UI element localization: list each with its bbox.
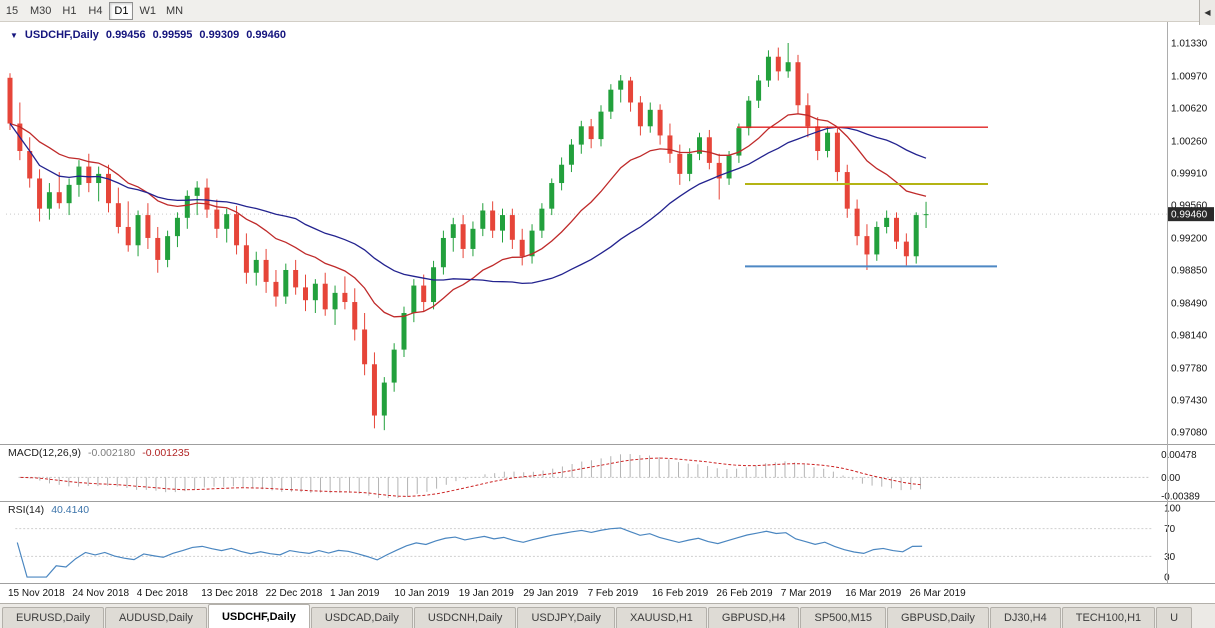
price-chart-canvas[interactable]: 1.01330 1.00970 1.00620 1.00260 0.99910 0.995… <box>0 22 1215 444</box>
rsi-line <box>16 527 923 578</box>
date-label: 1 Jan 2019 <box>330 588 380 599</box>
current-price-badge <box>1168 207 1214 222</box>
ohlc-low: 0.99309 <box>199 29 240 41</box>
date-label: 15 Nov 2018 <box>8 588 65 599</box>
date-label: 16 Feb 2019 <box>652 588 709 599</box>
svg-text:1.00260: 1.00260 <box>1171 136 1208 147</box>
svg-text:30: 30 <box>1164 552 1175 563</box>
chart-info-line: ▼ USDCHF,Daily 0.99456 0.99595 0.99309 0… <box>10 29 286 41</box>
date-label: 7 Feb 2019 <box>587 588 639 599</box>
macd-histogram <box>29 454 921 499</box>
date-label: 19 Jan 2019 <box>458 588 514 599</box>
chart-tab-sp500-m15[interactable]: SP500,M15 <box>800 607 886 628</box>
svg-text:0.99560: 0.99560 <box>1171 201 1208 212</box>
macd-indicator-label: MACD(12,26,9) -0.002180 -0.001235 <box>8 447 190 459</box>
price-axis-labels: 1.01330 1.00970 1.00620 1.00260 0.99910 0.995… <box>1171 39 1208 439</box>
svg-text:0.99200: 0.99200 <box>1171 233 1208 244</box>
date-label: 29 Jan 2019 <box>523 588 579 599</box>
ohlc-open: 0.99456 <box>105 29 146 41</box>
rsi-indicator-label: RSI(14) 40.4140 <box>8 504 89 516</box>
date-axis: 15 Nov 2018 24 Nov 2018 4 Dec 2018 13 Dec 2… <box>0 583 1215 603</box>
date-label: 10 Jan 2019 <box>394 588 450 599</box>
svg-text:0.98490: 0.98490 <box>1171 298 1208 309</box>
chart-tab-usdcnh-daily[interactable]: USDCNH,Daily <box>413 607 517 628</box>
date-label: 16 Mar 2019 <box>845 588 902 599</box>
chart-tab-gbpusd-h4[interactable]: GBPUSD,H4 <box>707 607 800 628</box>
timeframe-button-15[interactable]: 15 <box>5 4 19 17</box>
ohlc-high: 0.99595 <box>152 29 193 41</box>
chart-tab-usdcad-daily[interactable]: USDCAD,Daily <box>310 607 413 628</box>
macd-main-value: -0.002180 <box>87 447 136 459</box>
date-label: 4 Dec 2018 <box>136 588 188 599</box>
date-label: 13 Dec 2018 <box>201 588 258 599</box>
macd-signal-value: -0.001235 <box>142 447 190 459</box>
svg-text:-0.00389: -0.00389 <box>1161 491 1200 501</box>
date-label: 22 Dec 2018 <box>265 588 323 599</box>
chart-tab-xauusd-h1[interactable]: XAUUSD,H1 <box>615 607 707 628</box>
svg-text:100: 100 <box>1164 503 1181 514</box>
price-scale-separator <box>1167 22 1168 583</box>
svg-text:0.00478: 0.00478 <box>1161 450 1197 461</box>
date-label: 7 Mar 2019 <box>780 588 832 599</box>
chart-tabs-bar: EURUSD,Daily AUDUSD,Daily USDCHF,Daily USDC… <box>0 603 1215 628</box>
date-label: 26 Mar 2019 <box>909 588 966 599</box>
svg-text:70: 70 <box>1164 524 1175 535</box>
svg-text:1.00620: 1.00620 <box>1171 103 1208 114</box>
chart-tab-gbpusd-daily[interactable]: GBPUSD,Daily <box>886 607 989 628</box>
svg-text:1.01330: 1.01330 <box>1171 39 1208 50</box>
chart-tab-usdchf-daily[interactable]: USDCHF,Daily <box>207 604 310 628</box>
chart-tab-tech100-h1[interactable]: TECH100,H1 <box>1061 607 1156 628</box>
chart-tab-dj30-h4[interactable]: DJ30,H4 <box>989 607 1061 628</box>
svg-text:0.00: 0.00 <box>1161 473 1181 484</box>
ma-slow-line <box>9 123 927 285</box>
svg-text:0.97780: 0.97780 <box>1171 363 1208 374</box>
svg-text:0.98850: 0.98850 <box>1171 265 1208 276</box>
svg-text:0.97080: 0.97080 <box>1171 428 1208 439</box>
timeframe-toolbar: 15 M30 H1 H4 D1 W1 MN <box>0 0 1215 22</box>
date-label: 24 Nov 2018 <box>72 588 130 599</box>
current-price-badge-text: 0.99460 <box>1171 210 1208 221</box>
chart-tab-audusd-daily[interactable]: AUDUSD,Daily <box>104 607 207 628</box>
svg-text:0.98140: 0.98140 <box>1171 330 1208 341</box>
candles-layer <box>7 43 929 431</box>
symbol-dropdown-icon[interactable]: ▼ <box>10 30 18 40</box>
rsi-value: 40.4140 <box>51 504 90 516</box>
timeframe-button-d1[interactable]: D1 <box>109 1 134 20</box>
macd-name: MACD(12,26,9) <box>8 447 81 459</box>
svg-text:0.97430: 0.97430 <box>1171 395 1208 406</box>
macd-panel-canvas[interactable]: 0.00478 0.00 -0.00389 <box>0 444 1215 501</box>
svg-text:0.99910: 0.99910 <box>1171 168 1208 179</box>
svg-text:1.00970: 1.00970 <box>1171 71 1208 82</box>
timeframe-button-m30[interactable]: M30 <box>30 4 52 17</box>
timeframe-button-w1[interactable]: W1 <box>139 4 156 17</box>
chart-tab-u[interactable]: U <box>1156 607 1193 628</box>
rsi-name: RSI(14) <box>8 504 45 516</box>
chart-symbol-label: USDCHF,Daily <box>24 29 99 41</box>
ohlc-close: 0.99460 <box>246 29 286 41</box>
chart-tab-eurusd-daily[interactable]: EURUSD,Daily <box>2 607 104 628</box>
chart-tab-usdjpy-daily[interactable]: USDJPY,Daily <box>517 607 615 628</box>
tab-scroll-left-icon[interactable]: ◀ <box>1199 0 1215 25</box>
date-label: 26 Feb 2019 <box>716 588 773 599</box>
ma-fast-line <box>9 113 927 318</box>
timeframe-button-mn[interactable]: MN <box>165 4 184 17</box>
macd-signal-line <box>20 457 921 497</box>
timeframe-button-h1[interactable]: H1 <box>62 4 77 17</box>
timeframe-button-h4[interactable]: H4 <box>88 4 103 17</box>
